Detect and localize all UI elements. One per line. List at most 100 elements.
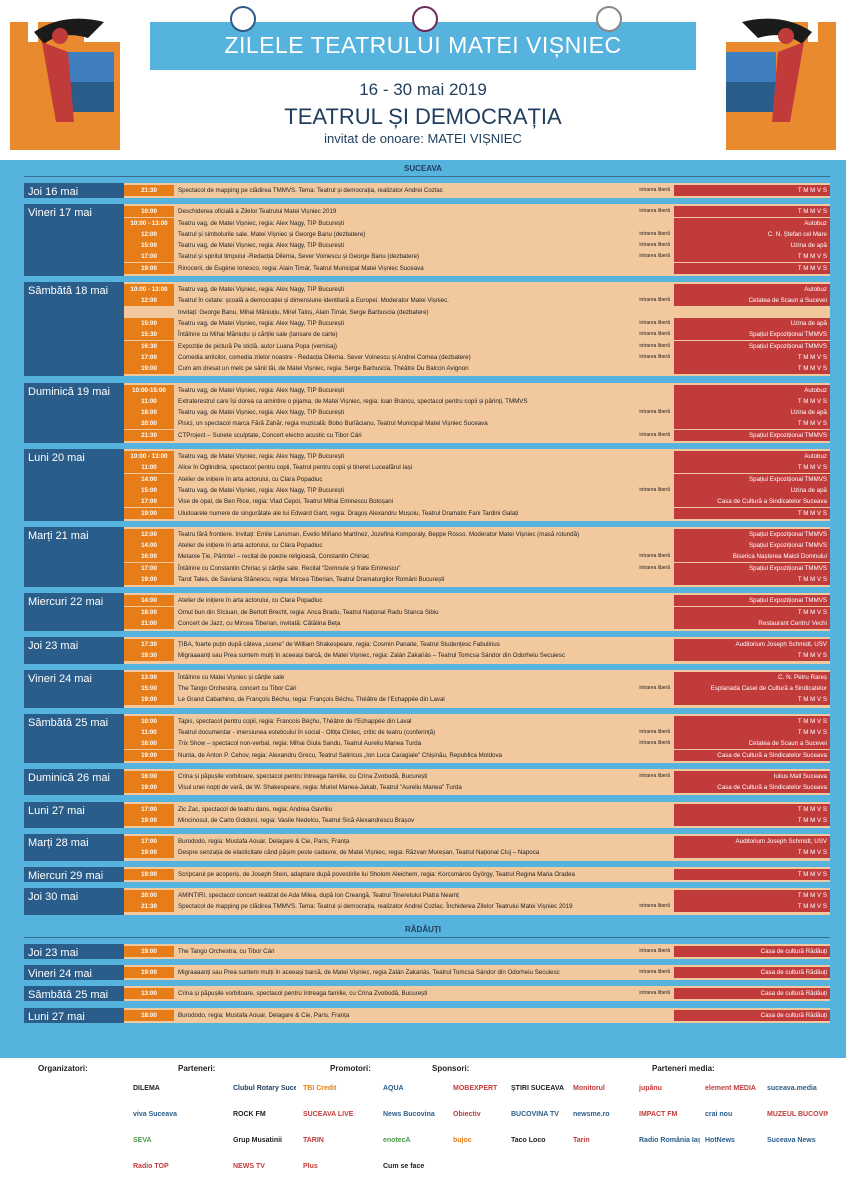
event-venue: C. N. Petru Rareș <box>674 671 830 683</box>
day-block: Vineri 24 mai 13:00 Întâlnire cu Matei Viș… <box>24 669 830 708</box>
event-row: 16:30 Expoziție de pictură Pe sticlă, aut… <box>124 340 830 352</box>
event-entry <box>620 716 670 727</box>
event-venue: Autobuz <box>674 384 830 396</box>
event-venue: Uzina de apă <box>674 484 830 496</box>
event-time: 19:00 <box>124 507 174 519</box>
event-venue: Casa de Cultură a Sindicatelor Suceava <box>674 496 830 508</box>
event-time: 17:00 <box>124 836 174 848</box>
event-description: Alice în Oglindiria, spectacol pentru co… <box>178 464 413 472</box>
day-block: Luni 27 mai 18:00 Burododo, regia: Mustafa… <box>24 1007 830 1023</box>
event-row: 19:00 The Tango Orchestra, cu Tibor Cári i… <box>124 945 830 957</box>
event-venue: Auditorium Joseph Schmidt, USV <box>674 639 830 651</box>
event-row: 18:00 Omul bun din Sîciuan, de Bertolt Br… <box>124 606 830 618</box>
sponsor-logo: MOBEXPERT <box>453 1085 498 1092</box>
sponsor-logo: Radio România Iași <box>639 1137 700 1144</box>
event-entry: intrarea liberă <box>639 990 670 997</box>
event-time: 19:00 <box>124 868 174 880</box>
day-label: Joi 16 mai <box>24 183 124 199</box>
event-time: 17:00 <box>124 496 174 508</box>
event-description: Concert de Jazz, cu Mircea Tiberian, inv… <box>178 619 341 627</box>
event-description: Teatru vag, de Matei Vișniec, regia: Ale… <box>178 409 344 417</box>
event-description: Atelier de inițiere în arta actorului, c… <box>178 597 323 605</box>
event-time: 18:00 <box>124 1009 174 1021</box>
sponsor-logo: newsme.ro <box>573 1111 610 1118</box>
event-venue: Biserica Nașterea Maicii Domnului <box>674 551 830 563</box>
event-entry: intrarea liberă <box>639 685 670 692</box>
event-time: 19:00 <box>124 363 174 375</box>
event-entry: intrarea liberă <box>639 553 670 560</box>
event-venue: T M M V S <box>674 507 830 519</box>
event-entry: intrarea liberă <box>639 242 670 249</box>
day-block: Vineri 17 mai 10:00 Deschiderea oficială a… <box>24 204 830 277</box>
event-row: 21:30 CTProject – Sunete sculptate, Conce… <box>124 429 830 441</box>
day-label: Vineri 24 mai <box>24 964 124 981</box>
day-label-text: Joi 30 mai <box>28 891 79 903</box>
institutional-logo-icon <box>230 6 256 32</box>
event-entry <box>620 869 670 880</box>
event-row: 17:30 ȚIBA, foarte puțin după câteva „sce… <box>124 639 830 651</box>
event-description: Migraaaanți sau Prea suntem mulți în ace… <box>178 652 565 660</box>
day-label-text: Sâmbătă 18 mai <box>28 285 109 298</box>
event-venue: T M M V S <box>674 715 830 727</box>
event-entry <box>620 847 670 858</box>
event-row: 10:00-15:00 Teatru vag, de Matei Vișniec,… <box>124 384 830 396</box>
event-time: 19:00 <box>124 847 174 859</box>
event-venue: T M M V S <box>674 606 830 618</box>
day-label-text: Vineri 24 mai <box>28 672 92 685</box>
event-description: Pisici, un spectacol marca Fără Zahăr, r… <box>178 420 488 428</box>
event-entry <box>620 836 670 847</box>
event-description: Întâlnire cu Mihai Măniuțiu și cărțile s… <box>178 331 338 339</box>
partners-label: Parteneri: <box>178 1064 216 1073</box>
event-venue: Esplanada Casei de Cultură a Sindicatelo… <box>674 683 830 695</box>
event-row: 19:00 Visul unei nopți de vară, de W. Sha… <box>124 782 830 794</box>
sponsor-logo: Monitorul <box>573 1085 605 1092</box>
sponsor-logo: Taco Loco <box>511 1137 546 1144</box>
event-time: 14:00 <box>124 540 174 552</box>
event-entry <box>620 385 670 396</box>
event-entry <box>620 284 670 295</box>
sponsor-logo: Radio TOP <box>133 1163 169 1170</box>
sponsors-label: Sponsori: <box>432 1064 470 1073</box>
day-block: Luni 20 mai 10:00 - 13:00 Teatru vag, de M… <box>24 449 830 521</box>
event-time: 14:00 <box>124 473 174 485</box>
event-row: 18:00 Burododo, regia: Mustafa Aouar, Del… <box>124 1009 830 1021</box>
event-entry: intrarea liberă <box>639 230 670 237</box>
event-entry <box>620 508 670 519</box>
event-description: Extraterestrul care își dorea ca amintir… <box>178 397 528 405</box>
event-entry: intrarea liberă <box>639 187 670 193</box>
teatrul-logo-icon <box>412 6 438 32</box>
event-entry <box>620 639 670 650</box>
event-entry: intrarea liberă <box>639 431 670 438</box>
event-venue: C. N. Ștefan cel Mare <box>674 228 830 240</box>
event-time: 18:00 <box>124 606 174 618</box>
event-entry: intrarea liberă <box>639 331 670 338</box>
promoters-label: Promotori: <box>330 1064 371 1073</box>
event-row: 17:00 Burododo, regia: Mustafa Aouar, Del… <box>124 836 830 848</box>
event-entry <box>620 890 670 901</box>
event-venue: T M M V S <box>674 726 830 738</box>
day-label: Luni 27 mai <box>24 1007 124 1023</box>
event-time: 12:00 <box>124 295 174 307</box>
event-entry <box>620 496 670 507</box>
sponsor-logo: Grup Musatinii <box>233 1137 282 1144</box>
day-label-text: Joi 23 mai <box>28 640 79 653</box>
event-entry <box>620 474 670 485</box>
event-venue: T M M V S <box>674 185 830 196</box>
event-row: 15:00 The Tango Orchestra, concert cu Tib… <box>124 683 830 695</box>
event-venue: Spațiul Expozițional TMMVS <box>674 540 830 552</box>
event-time: 19:00 <box>124 966 174 978</box>
event-time: 16:00 <box>124 770 174 782</box>
event-description: Scripcarul pe acoperiș, de Joseph Stein,… <box>178 870 576 878</box>
day-block: Duminică 19 mai 10:00-15:00 Teatru vag, de… <box>24 382 830 443</box>
event-venue: T M M V S <box>674 206 830 218</box>
event-entry <box>620 418 670 429</box>
day-label: Sâmbătă 25 mai <box>24 986 124 1002</box>
day-block: Sâmbătă 18 mai 10:00 - 13:00 Teatru vag, d… <box>24 282 830 377</box>
event-venue: Uzina de apă <box>674 240 830 252</box>
event-entry <box>620 607 670 618</box>
event-row: 12:00 Teatrul în cetate: școală a democra… <box>124 295 830 307</box>
event-entry <box>620 263 670 274</box>
event-venue: Autobuz <box>674 451 830 462</box>
event-row: 12:00 Teatrul și simbolurile sale. Matei … <box>124 228 830 240</box>
event-row: Invitați: George Banu, Mihai Măniuțiu, M… <box>124 307 830 318</box>
